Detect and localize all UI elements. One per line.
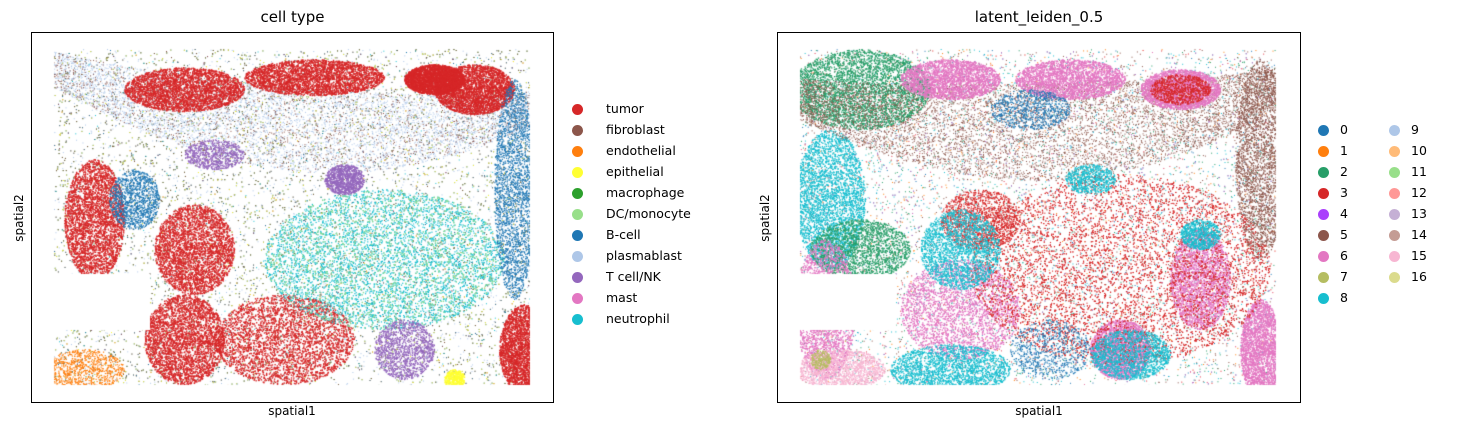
legend-label: tumor <box>606 101 644 116</box>
y-axis-label: spatial2 <box>12 194 26 242</box>
legend-marker <box>572 230 583 241</box>
legend-marker <box>572 251 583 262</box>
legend-label: 8 <box>1340 290 1348 305</box>
legend-marker <box>572 314 583 325</box>
y-axis-label: spatial2 <box>758 194 772 242</box>
legend-label: 5 <box>1340 227 1348 242</box>
legend-cell-type: tumor fibroblast endothelial epithelial macr… <box>572 101 722 331</box>
legend-marker <box>1318 251 1329 262</box>
legend-label: 6 <box>1340 248 1348 263</box>
legend-label: plasmablast <box>606 248 682 263</box>
legend-label: epithelial <box>606 164 664 179</box>
chart-title: cell type <box>260 8 325 26</box>
legend-label: 7 <box>1340 269 1348 284</box>
legend-marker <box>1318 146 1329 157</box>
legend-marker <box>1389 188 1400 199</box>
legend-label: neutrophil <box>606 311 670 326</box>
legend-label: mast <box>606 290 638 305</box>
x-axis-label: spatial1 <box>1015 404 1063 418</box>
legend-label: 9 <box>1411 122 1419 137</box>
legend-label: 3 <box>1340 185 1348 200</box>
legend-label: fibroblast <box>606 122 665 137</box>
legend-marker <box>1318 230 1329 241</box>
legend-marker <box>1389 230 1400 241</box>
legend-label: T cell/NK <box>606 269 661 284</box>
legend-marker <box>572 293 583 304</box>
legend-label: 14 <box>1411 227 1427 242</box>
legend-marker <box>1389 251 1400 262</box>
legend-marker <box>572 209 583 220</box>
chart-title: latent_leiden_0.5 <box>974 8 1104 26</box>
legend-label: 12 <box>1411 185 1427 200</box>
legend-label: 16 <box>1411 269 1427 284</box>
legend-marker <box>1318 125 1329 136</box>
legend-marker <box>1389 209 1400 220</box>
legend-marker <box>572 125 583 136</box>
legend-marker <box>572 104 583 115</box>
legend-label: 15 <box>1411 248 1427 263</box>
legend-marker <box>1318 188 1329 199</box>
x-axis-label: spatial1 <box>268 404 316 418</box>
legend-label: DC/monocyte <box>606 206 691 221</box>
legend-marker <box>1389 167 1400 178</box>
legend-marker <box>1318 293 1329 304</box>
scatter-points <box>778 33 1300 402</box>
legend-latent-leiden: 0 1 2 3 4 5 6 7 8 9 10 11 12 13 14 15 16 <box>1318 122 1458 312</box>
legend-marker <box>1389 272 1400 283</box>
legend-marker <box>572 167 583 178</box>
legend-marker <box>572 146 583 157</box>
legend-marker <box>1318 209 1329 220</box>
legend-label: B-cell <box>606 227 641 242</box>
legend-label: 0 <box>1340 122 1348 137</box>
scatter-plot-area <box>31 32 554 403</box>
legend-marker <box>1318 272 1329 283</box>
legend-label: 2 <box>1340 164 1348 179</box>
legend-label: 11 <box>1411 164 1427 179</box>
panel-cell-type: cell type spatial2 spatial1 tumor fibrobl… <box>12 8 722 418</box>
scatter-points <box>32 33 553 402</box>
legend-marker <box>572 272 583 283</box>
legend-marker <box>572 188 583 199</box>
legend-label: 13 <box>1411 206 1427 221</box>
legend-label: 1 <box>1340 143 1348 158</box>
legend-label: 4 <box>1340 206 1348 221</box>
legend-label: 10 <box>1411 143 1427 158</box>
legend-marker <box>1389 125 1400 136</box>
legend-label: macrophage <box>606 185 685 200</box>
legend-label: endothelial <box>606 143 676 158</box>
scatter-plot-area <box>777 32 1301 403</box>
legend-marker <box>1318 167 1329 178</box>
legend-marker <box>1389 146 1400 157</box>
